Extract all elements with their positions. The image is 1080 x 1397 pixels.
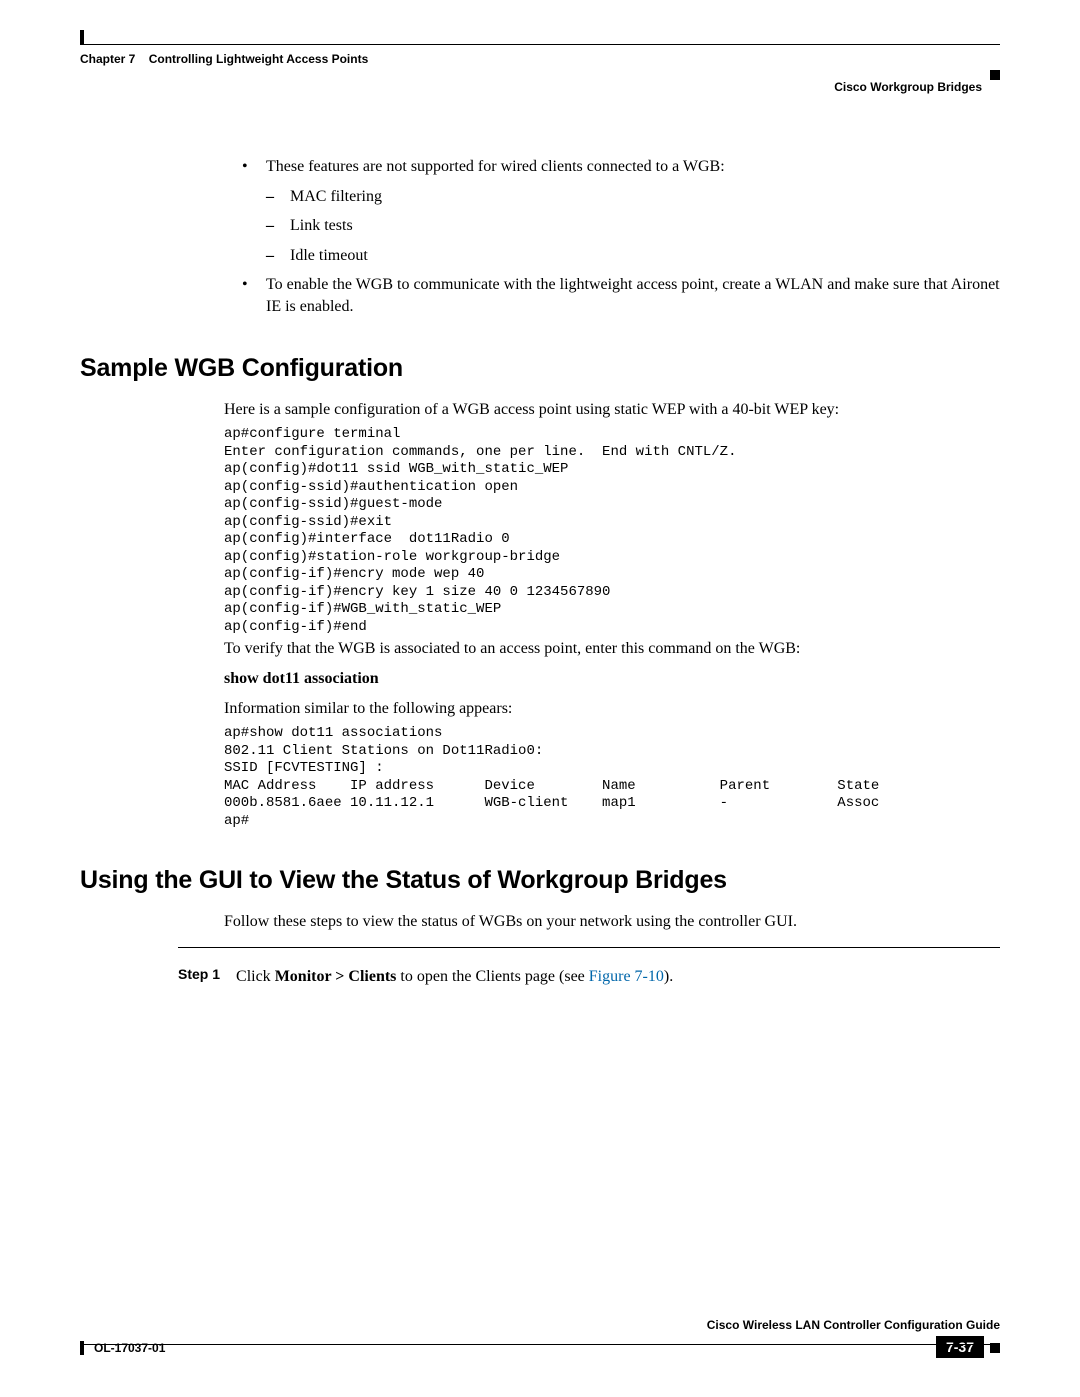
list-item: These features are not supported for wir… [242,156,1000,266]
step-row: Step 1 Click Monitor > Clients to open t… [178,966,1000,988]
section-heading-gui-status: Using the GUI to View the Status of Work… [80,866,1000,895]
step-text: Click Monitor > Clients to open the Clie… [236,966,673,988]
verify-text: To verify that the WGB is associated to … [224,638,1000,660]
figure-reference[interactable]: Figure 7-10 [589,968,664,985]
page-number: 7-37 [936,1336,984,1358]
header-rule [80,30,1000,48]
command-text: show dot11 association [224,670,1000,688]
step-post: ). [664,968,673,985]
sub-list-item: Link tests [266,215,1000,237]
header-vbar [80,30,84,44]
running-header: Chapter 7 Controlling Lightweight Access… [80,52,1000,96]
step-block: Step 1 Click Monitor > Clients to open t… [178,947,1000,988]
info-text: Information similar to the following app… [224,698,1000,720]
footer-rule [80,1344,1000,1345]
step-label: Step 1 [178,966,220,988]
feature-list: These features are not supported for wir… [242,156,1000,318]
output-code-block: ap#show dot11 associations 802.11 Client… [224,725,1000,830]
step-bold: Monitor > Clients [275,968,397,985]
header-section-title: Cisco Workgroup Bridges [834,80,982,94]
step-mid: to open the Clients page (see [396,968,588,985]
chapter-label: Chapter 7 [80,52,135,66]
footer-row: OL-17037-01 7-37 [80,1339,1000,1357]
config-code-block: ap#configure terminal Enter configuratio… [224,426,1000,636]
footer-right: 7-37 [936,1339,1000,1357]
list-item: To enable the WGB to communicate with th… [242,274,1000,317]
sub-list-item: MAC filtering [266,186,1000,208]
header-hline [80,44,1000,45]
section2-intro: Follow these steps to view the status of… [224,911,1000,933]
page-footer: Cisco Wireless LAN Controller Configurat… [80,1318,1000,1357]
list-text: These features are not supported for wir… [266,158,725,175]
sub-list: MAC filtering Link tests Idle timeout [266,186,1000,267]
step-pre: Click [236,968,275,985]
chapter-title: Controlling Lightweight Access Points [149,52,369,66]
footer-left: OL-17037-01 [80,1339,165,1357]
header-left: Chapter 7 Controlling Lightweight Access… [80,52,368,96]
footer-guide-title: Cisco Wireless LAN Controller Configurat… [80,1318,1000,1332]
sub-list-item: Idle timeout [266,245,1000,267]
section-heading-sample-config: Sample WGB Configuration [80,354,1000,383]
main-content: These features are not supported for wir… [80,156,1000,988]
section-intro: Here is a sample configuration of a WGB … [224,399,1000,421]
page-container: { "header": { "chapter_label": "Chapter … [0,0,1080,1397]
